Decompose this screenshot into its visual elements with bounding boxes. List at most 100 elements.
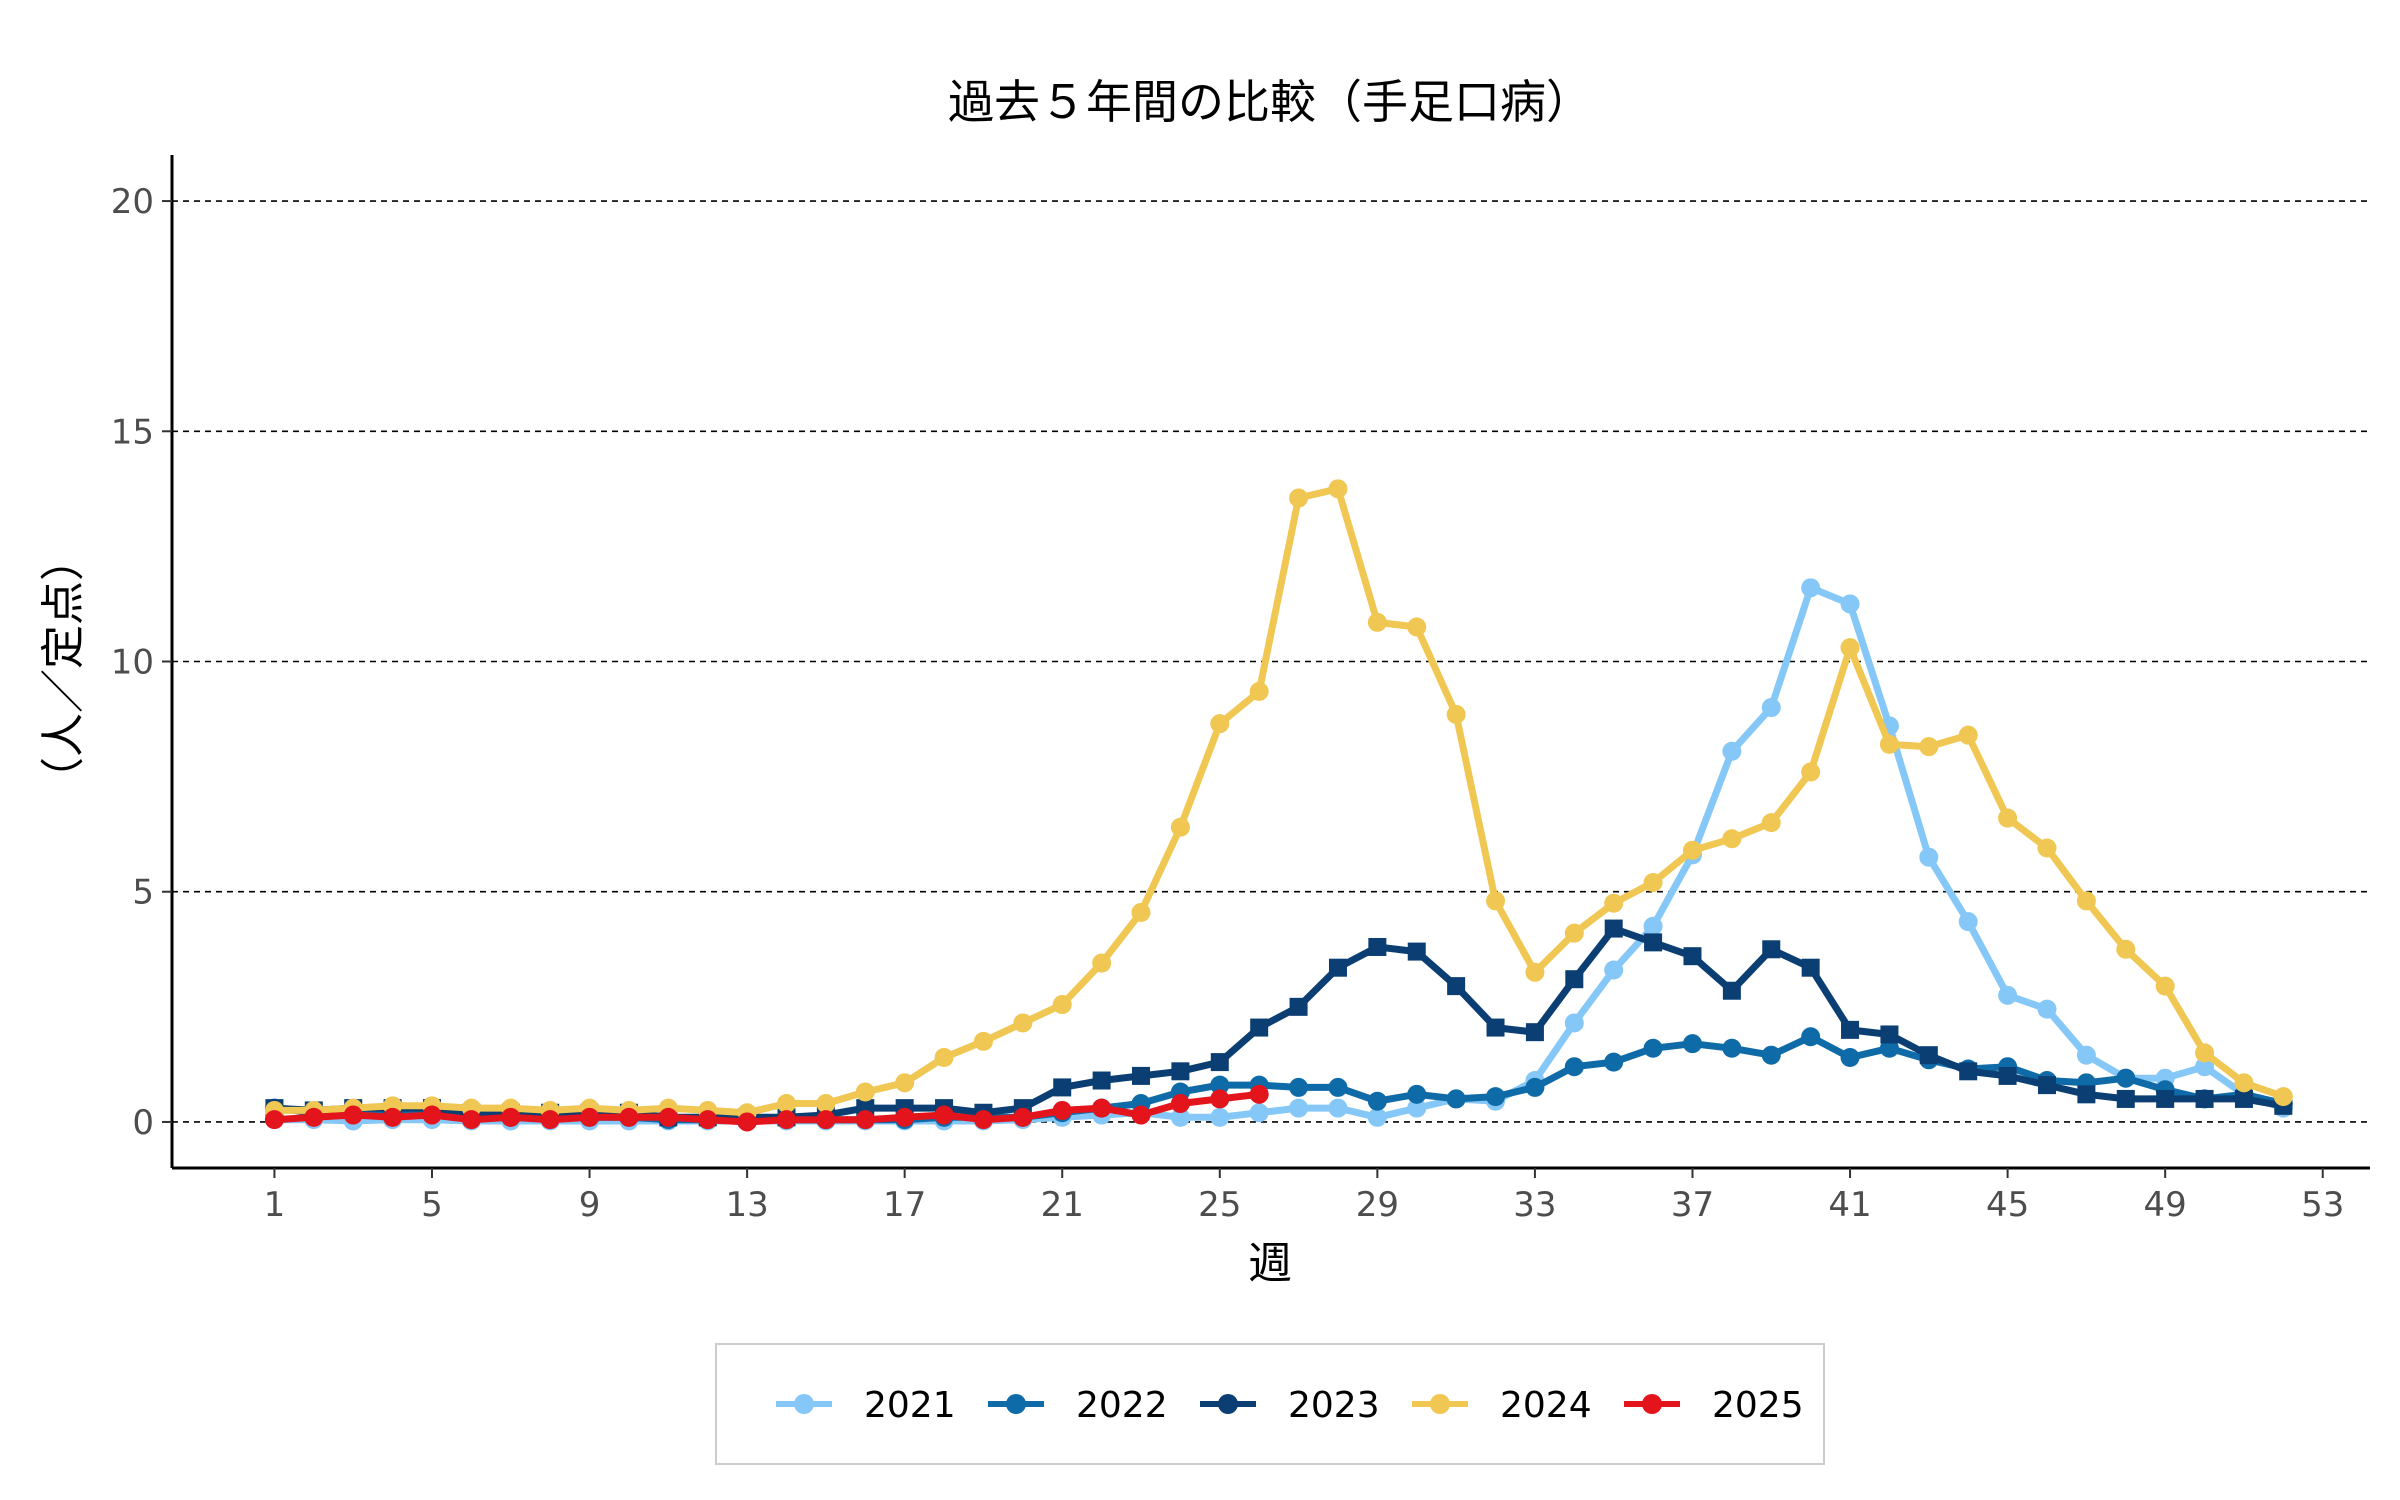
x-axis-title: 週 bbox=[1248, 1238, 1292, 1289]
data-point bbox=[1131, 902, 1151, 922]
series-2023 bbox=[265, 919, 2293, 1127]
legend-item-2025: 2025 bbox=[1624, 1385, 1804, 1426]
data-point bbox=[1210, 1053, 1229, 1072]
data-point bbox=[1486, 891, 1506, 911]
data-point bbox=[2273, 1087, 2293, 1107]
x-axis-ticks: 1 5 9 13 17 21 25 29 33 37 41 45 49 53 bbox=[264, 1168, 2344, 1225]
series-line-2021 bbox=[270, 584, 2287, 1125]
y-tick-label: 10 bbox=[111, 643, 154, 683]
legend-marker bbox=[1430, 1394, 1450, 1414]
data-point bbox=[816, 1094, 836, 1114]
data-point bbox=[1998, 1066, 2017, 1085]
data-point bbox=[973, 1110, 993, 1130]
data-point bbox=[737, 1112, 757, 1132]
data-point bbox=[1092, 1098, 1112, 1118]
legend-label: 2023 bbox=[1288, 1385, 1380, 1426]
data-point bbox=[1407, 1098, 1427, 1118]
axes bbox=[170, 155, 2370, 1170]
legend-marker bbox=[794, 1394, 814, 1414]
y-tick-label: 5 bbox=[132, 873, 154, 913]
data-point bbox=[1407, 1084, 1427, 1104]
data-point bbox=[1367, 1107, 1387, 1127]
series-2024 bbox=[264, 479, 2293, 1123]
data-point bbox=[1407, 942, 1426, 961]
data-point bbox=[1210, 1089, 1230, 1109]
y-axis-title: （人／定点） bbox=[38, 537, 89, 801]
data-point bbox=[1801, 762, 1821, 782]
data-point bbox=[304, 1107, 324, 1127]
x-tick-label: 33 bbox=[1513, 1185, 1556, 1225]
data-point bbox=[461, 1110, 481, 1130]
data-point bbox=[1486, 1018, 1505, 1037]
data-point bbox=[816, 1110, 836, 1130]
data-point bbox=[658, 1107, 678, 1127]
y-tick-label: 15 bbox=[111, 412, 154, 452]
legend: 2021 2022 2023 2024 2025 bbox=[715, 1343, 1825, 1465]
data-point bbox=[1210, 1107, 1230, 1127]
legend-item-2024: 2024 bbox=[1412, 1385, 1592, 1426]
x-tick-label: 9 bbox=[579, 1185, 601, 1225]
data-point bbox=[1958, 912, 1978, 932]
data-point bbox=[2037, 838, 2057, 858]
data-point bbox=[1722, 981, 1741, 1000]
data-point bbox=[855, 1110, 875, 1130]
data-point bbox=[2116, 939, 2136, 959]
data-point bbox=[1052, 1100, 1072, 1120]
legend-label: 2021 bbox=[864, 1385, 956, 1426]
legend-marker bbox=[1218, 1394, 1238, 1414]
data-point bbox=[1643, 873, 1663, 893]
data-point bbox=[1761, 698, 1781, 718]
data-point bbox=[1447, 977, 1466, 996]
x-tick-label: 41 bbox=[1828, 1185, 1871, 1225]
data-point bbox=[1683, 947, 1702, 966]
data-point bbox=[264, 1110, 284, 1130]
data-point bbox=[1170, 1094, 1190, 1114]
data-point bbox=[1407, 617, 1427, 637]
data-point bbox=[2155, 976, 2175, 996]
data-point bbox=[1052, 995, 1072, 1015]
data-point bbox=[1367, 612, 1387, 632]
y-tick-label: 0 bbox=[132, 1103, 154, 1143]
data-point bbox=[1525, 1023, 1544, 1042]
data-point bbox=[1132, 1066, 1151, 1085]
data-point bbox=[934, 1105, 954, 1125]
data-point bbox=[1289, 997, 1308, 1016]
legend-label: 2025 bbox=[1712, 1385, 1804, 1426]
data-point bbox=[1092, 953, 1112, 973]
data-point bbox=[776, 1110, 796, 1130]
data-point bbox=[1879, 1038, 1899, 1058]
data-point bbox=[1762, 940, 1781, 959]
data-point bbox=[540, 1110, 560, 1130]
x-tick-label: 17 bbox=[883, 1185, 926, 1225]
data-point bbox=[422, 1105, 442, 1125]
data-point bbox=[1289, 1077, 1309, 1097]
data-point bbox=[2195, 1043, 2215, 1063]
data-point bbox=[2076, 1045, 2096, 1065]
data-point bbox=[1289, 488, 1309, 508]
data-point bbox=[1053, 1078, 1072, 1097]
data-point bbox=[2077, 1085, 2096, 1104]
data-point bbox=[1525, 962, 1545, 982]
data-point bbox=[2234, 1073, 2254, 1093]
data-point bbox=[1682, 840, 1702, 860]
x-tick-label: 29 bbox=[1356, 1185, 1399, 1225]
data-point bbox=[1210, 1075, 1230, 1095]
data-point bbox=[2234, 1089, 2253, 1108]
data-point bbox=[1604, 919, 1623, 938]
x-tick-label: 25 bbox=[1198, 1185, 1241, 1225]
data-point bbox=[1840, 638, 1860, 658]
chart-title: 過去５年間の比較（手足口病） bbox=[948, 75, 1592, 129]
data-point bbox=[1643, 1038, 1663, 1058]
data-point bbox=[1919, 847, 1939, 867]
data-point bbox=[1013, 1013, 1033, 1033]
data-point bbox=[619, 1107, 639, 1127]
data-point bbox=[1249, 681, 1269, 701]
data-point bbox=[1013, 1107, 1033, 1127]
data-point bbox=[1879, 734, 1899, 754]
data-point bbox=[1249, 1103, 1269, 1123]
data-point bbox=[2037, 1076, 2056, 1095]
data-point bbox=[2195, 1089, 2214, 1108]
data-point bbox=[1801, 578, 1821, 598]
data-point bbox=[1328, 1098, 1348, 1118]
data-point bbox=[1919, 737, 1939, 757]
